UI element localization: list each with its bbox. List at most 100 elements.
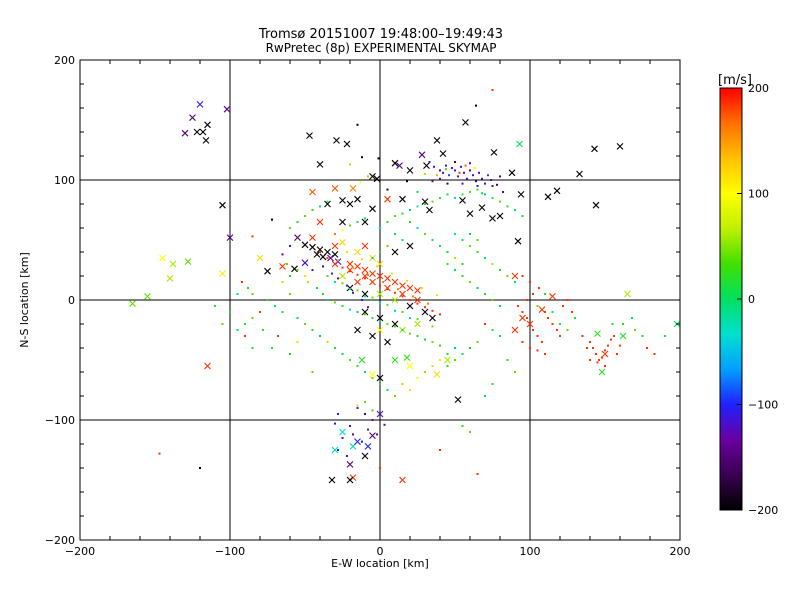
scatter-point-dot — [244, 323, 246, 325]
scatter-point-dot — [595, 353, 597, 355]
scatter-point-dot — [424, 173, 426, 175]
scatter-point-cross — [376, 326, 384, 334]
scatter-point-dot — [431, 341, 434, 343]
scatter-point-dot — [446, 365, 449, 367]
scatter-point-dot — [296, 341, 299, 343]
scatter-point-dot — [457, 175, 459, 178]
scatter-point-dot — [461, 263, 464, 265]
scatter-point-cross — [376, 272, 384, 280]
scatter-point-dot — [622, 323, 624, 325]
scatter-point-dot — [406, 180, 408, 183]
chart-subtitle: RwPretec (8p) EXPERIMENTAL SKYMAP — [266, 41, 497, 55]
scatter-point-cross — [478, 204, 486, 211]
scatter-point-cross — [619, 332, 627, 340]
scatter-point-dot — [304, 275, 306, 277]
y-tick-label: 200 — [54, 54, 75, 67]
scatter-point-dot — [446, 251, 449, 253]
scatter-point-dot — [289, 227, 291, 229]
scatter-point-dot — [521, 275, 524, 277]
scatter-point-cross — [439, 150, 447, 157]
scatter-point-dot — [469, 431, 471, 433]
scatter-point-dot — [481, 192, 483, 195]
scatter-point-dot — [319, 205, 321, 208]
scatter-point-cross — [591, 145, 598, 153]
scatter-point-cross — [517, 191, 525, 198]
scatter-point-dot — [416, 227, 419, 229]
scatter-point-cross — [399, 195, 406, 203]
scatter-point-cross — [301, 259, 309, 267]
scatter-point-dot — [337, 259, 339, 262]
scatter-point-dot — [499, 269, 501, 271]
scatter-point-cross — [319, 253, 327, 261]
scatter-point-dot — [361, 440, 363, 443]
scatter-point-dot — [409, 299, 411, 301]
chart-title: Tromsø 20151007 19:48:00–19:49:43 — [258, 27, 503, 42]
scatter-point-cross — [199, 128, 207, 136]
scatter-point-cross — [391, 356, 399, 364]
scatter-point-dot — [401, 295, 404, 298]
scatter-point-cross — [549, 293, 556, 300]
scatter-point-cross — [358, 356, 366, 364]
scatter-point-cross — [391, 248, 399, 256]
scatter-point-dot — [349, 288, 351, 291]
scatter-point-dot — [356, 289, 359, 292]
scatter-point-dot — [514, 281, 516, 283]
scatter-point-dot — [361, 156, 363, 159]
scatter-point-dot — [326, 200, 329, 203]
scatter-point-dot — [326, 257, 329, 259]
scatter-point-dot — [416, 335, 419, 337]
scatter-point-cross — [421, 308, 429, 316]
colorbar-tick-label: −200 — [748, 504, 778, 517]
colorbar-unit-label: [m/s] — [718, 73, 752, 88]
scatter-point-cross — [309, 243, 316, 251]
scatter-point-dot — [241, 281, 243, 283]
scatter-point-dot — [641, 335, 644, 337]
scatter-point-dot — [352, 266, 354, 269]
scatter-point-cross — [219, 201, 226, 209]
scatter-point-dot — [379, 383, 381, 385]
scatter-point-dot — [311, 269, 314, 271]
scatter-point-dot — [311, 371, 314, 373]
scatter-point-cross — [373, 175, 381, 183]
scatter-point-dot — [589, 341, 591, 343]
scatter-point-dot — [386, 245, 389, 247]
scatter-point-dot — [266, 299, 269, 301]
scatter-point-dot — [379, 320, 381, 323]
scatter-point-dot — [409, 389, 411, 391]
scatter-point-dot — [371, 409, 374, 412]
scatter-point-cross — [166, 275, 174, 282]
scatter-point-dot — [514, 371, 516, 373]
scatter-point-dot — [476, 341, 479, 343]
scatter-point-dot — [559, 335, 561, 337]
scatter-point-cross — [496, 212, 504, 220]
scatter-point-dot — [356, 123, 359, 126]
scatter-point-dot — [401, 329, 404, 331]
scatter-point-dot — [367, 175, 369, 178]
scatter-point-cross — [279, 263, 286, 270]
scatter-point-dot — [574, 317, 576, 319]
x-tick-label: −100 — [215, 545, 245, 558]
scatter-point-cross — [406, 284, 414, 292]
scatter-point-dot — [476, 251, 479, 253]
scatter-point-dot — [409, 221, 411, 223]
scatter-point-dot — [364, 277, 366, 280]
scatter-point-dot — [274, 305, 276, 307]
scatter-point-cross — [384, 195, 391, 203]
scatter-point-cross — [391, 159, 399, 167]
scatter-point-cross — [354, 248, 361, 256]
scatter-point-dot — [589, 359, 591, 361]
scatter-point-dot — [484, 395, 486, 397]
scatter-point-dot — [346, 284, 348, 287]
scatter-point-cross — [423, 162, 430, 169]
scatter-point-dot — [214, 305, 216, 307]
scatter-point-dot — [499, 305, 501, 307]
colorbar-tick-label: 100 — [748, 188, 769, 201]
colorbar-ticks: 200 100 0 −100 −200 — [737, 82, 778, 517]
scatter-point-dot — [289, 353, 291, 355]
colorbar: [m/s] 200 100 0 −100 −200 — [718, 73, 778, 517]
scatter-point-dot — [446, 263, 449, 265]
scatter-point-dot — [464, 164, 467, 167]
scatter-point-dot — [281, 253, 284, 256]
scatter-point-dot — [439, 344, 441, 347]
scatter-point-dot — [536, 305, 539, 307]
